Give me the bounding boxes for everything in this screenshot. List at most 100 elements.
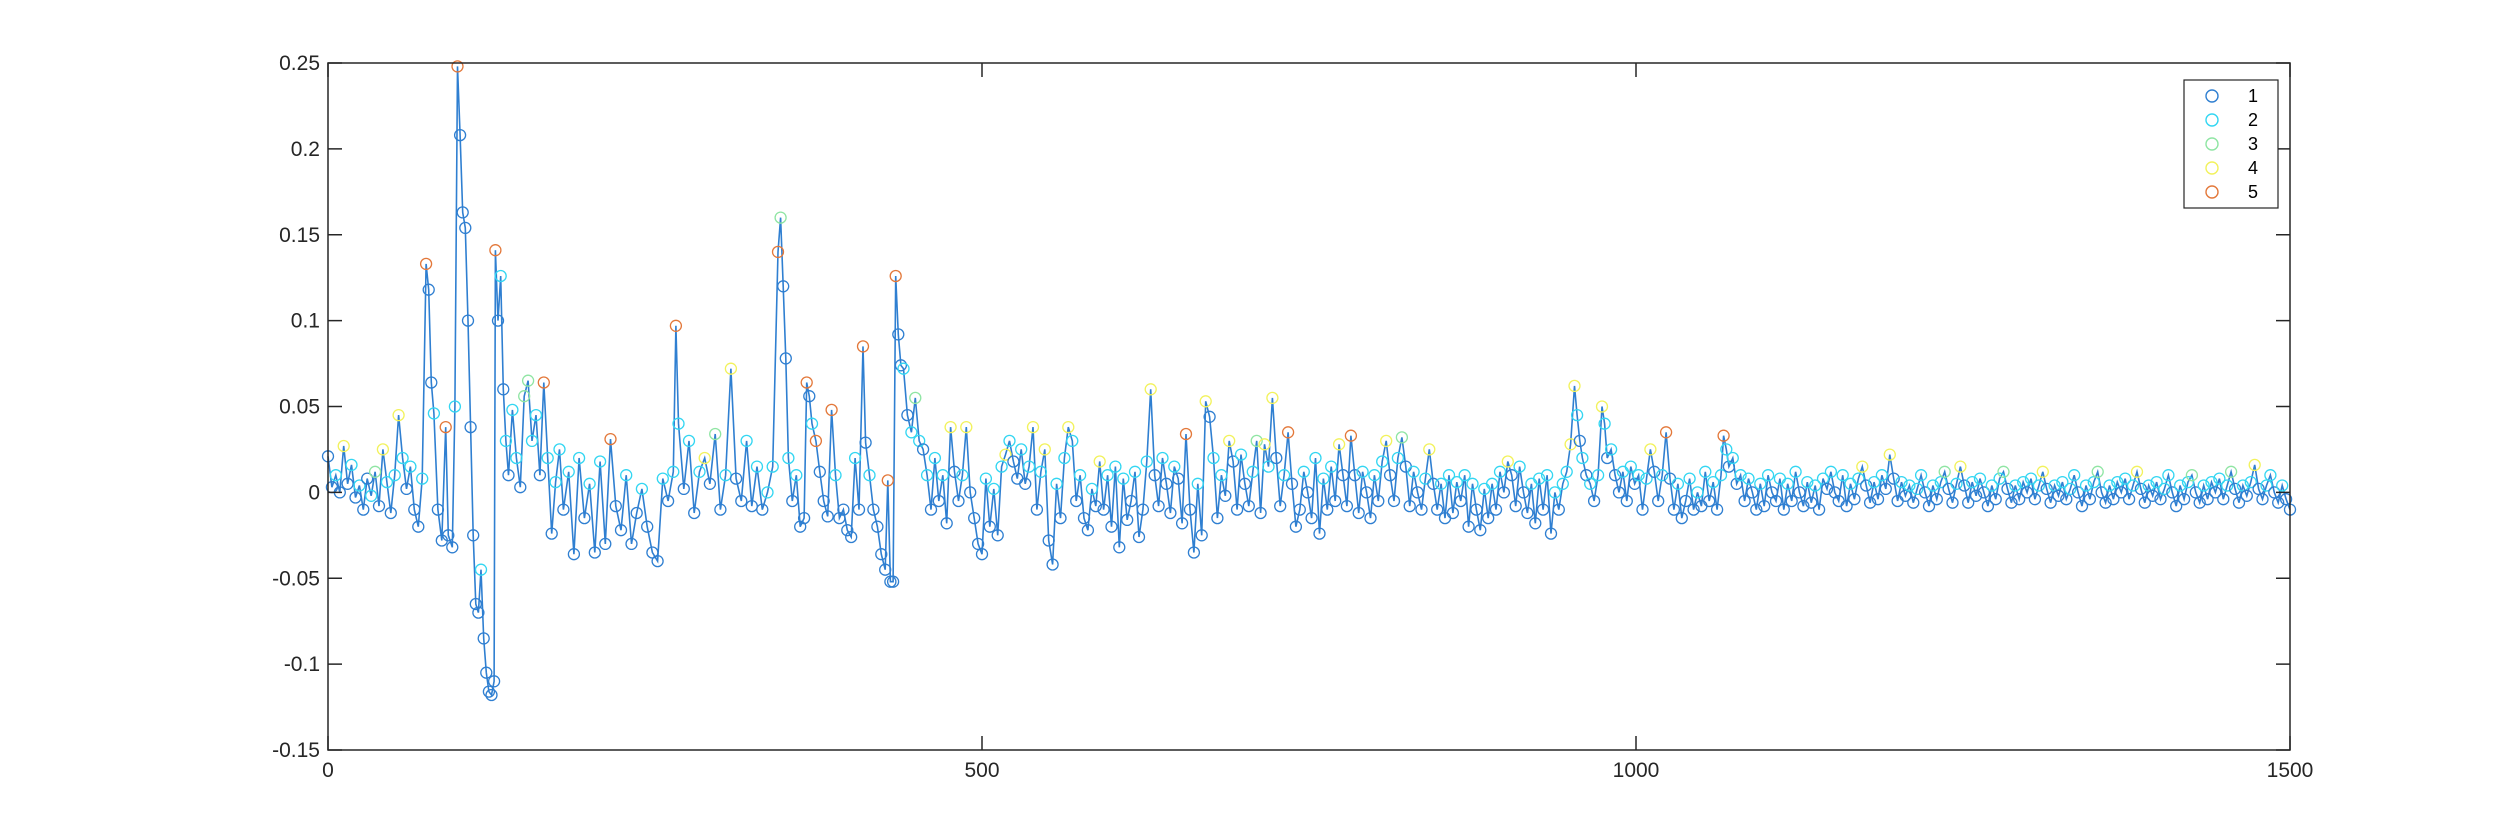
y-tick-label: -0.15 (272, 739, 320, 762)
data-point-10 (361, 472, 374, 485)
data-point-452 (2079, 479, 2093, 492)
data-point-50 (489, 244, 502, 257)
data-point-306 (1517, 486, 1530, 499)
data-point-418 (1946, 496, 1959, 509)
data-point-242 (1266, 391, 1279, 405)
data-point-157 (932, 494, 945, 508)
data-point-261 (1340, 499, 1354, 513)
data-point-122 (805, 417, 819, 430)
data-point-148 (897, 362, 910, 375)
data-point-381 (1801, 475, 1814, 489)
data-point-98 (703, 477, 717, 490)
data-point-463 (2122, 493, 2136, 506)
data-point-223 (1191, 477, 1204, 490)
data-point-64 (537, 376, 550, 389)
data-point-326 (1591, 469, 1605, 482)
data-point-251 (1301, 486, 1314, 499)
data-point-342 (1652, 494, 1665, 508)
data-point-222 (1187, 546, 1201, 559)
data-point-430 (1993, 472, 2006, 485)
data-point-164 (960, 420, 973, 434)
data-point-77 (599, 537, 612, 551)
data-point-408 (1907, 496, 1920, 509)
data-point-26 (422, 283, 435, 296)
data-point-359 (1717, 429, 1730, 442)
data-point-250 (1297, 465, 1310, 478)
legend-label-2: 2 (2248, 110, 2258, 130)
data-point-178 (1015, 443, 1028, 456)
data-point-442 (2040, 482, 2053, 496)
data-point-327 (1595, 400, 1609, 413)
data-point-155 (924, 503, 938, 516)
data-point-81 (620, 469, 633, 482)
data-point-58 (514, 481, 527, 494)
data-point-398 (1867, 475, 1881, 489)
data-point-406 (1899, 489, 1912, 502)
data-point-238 (1250, 434, 1263, 448)
data-point-154 (920, 469, 934, 482)
data-point-173 (995, 460, 1008, 473)
data-point-39 (461, 314, 475, 327)
data-point-485 (2209, 486, 2222, 499)
data-point-479 (2185, 469, 2199, 482)
data-point-397 (1863, 496, 1877, 509)
data-point-172 (991, 529, 1004, 542)
data-point-99 (709, 427, 722, 441)
data-point-34 (448, 400, 462, 413)
data-point-181 (1026, 420, 1040, 434)
data-point-288 (1446, 506, 1460, 520)
data-point-311 (1536, 503, 1550, 516)
data-point-395 (1856, 460, 1869, 473)
data-point-352 (1691, 486, 1704, 499)
data-point-292 (1462, 520, 1475, 533)
data-point-257 (1325, 460, 1338, 473)
data-point-269 (1372, 494, 1385, 508)
data-point-403 (1887, 472, 1900, 485)
data-point-161 (948, 465, 961, 478)
data-point-61 (525, 434, 539, 448)
data-point-254 (1313, 527, 1326, 540)
data-point-87 (651, 554, 664, 568)
data-point-17 (388, 469, 401, 482)
data-point-67 (549, 475, 562, 489)
data-point-163 (956, 469, 969, 482)
data-point-415 (1934, 475, 1947, 489)
data-point-153 (916, 443, 930, 456)
data-point-80 (614, 524, 628, 537)
data-point-324 (1584, 477, 1597, 490)
data-point-196 (1085, 482, 1099, 496)
data-point-492 (2236, 479, 2250, 492)
data-point-275 (1395, 431, 1409, 444)
data-point-483 (2201, 493, 2214, 506)
data-point-170 (983, 520, 996, 533)
data-point-340 (1644, 443, 1657, 456)
data-point-299 (1489, 503, 1503, 516)
data-point-25 (419, 257, 433, 271)
data-point-205 (1121, 513, 1134, 527)
data-point-440 (2032, 479, 2046, 492)
data-point-379 (1793, 486, 1806, 499)
data-point-467 (2138, 496, 2151, 509)
data-point-470 (2150, 475, 2163, 489)
data-point-12 (368, 465, 382, 478)
data-point-28 (427, 407, 441, 420)
data-point-350 (1683, 472, 1696, 485)
data-point-435 (2013, 493, 2026, 506)
data-point-16 (384, 506, 397, 520)
data-point-221 (1183, 503, 1197, 516)
data-point-126 (821, 510, 834, 523)
data-point-19 (396, 451, 409, 465)
y-tick-label: 0.2 (291, 138, 320, 161)
data-point-237 (1246, 465, 1259, 478)
data-point-360 (1720, 443, 1733, 456)
data-point-241 (1262, 460, 1275, 473)
data-point-229 (1215, 469, 1228, 482)
data-point-85 (641, 520, 654, 533)
data-point-94 (682, 434, 696, 448)
data-point-191 (1066, 434, 1079, 448)
data-point-396 (1860, 479, 1873, 492)
data-point-423 (1966, 475, 1979, 489)
data-point-35 (451, 60, 464, 73)
data-point-313 (1544, 527, 1558, 540)
